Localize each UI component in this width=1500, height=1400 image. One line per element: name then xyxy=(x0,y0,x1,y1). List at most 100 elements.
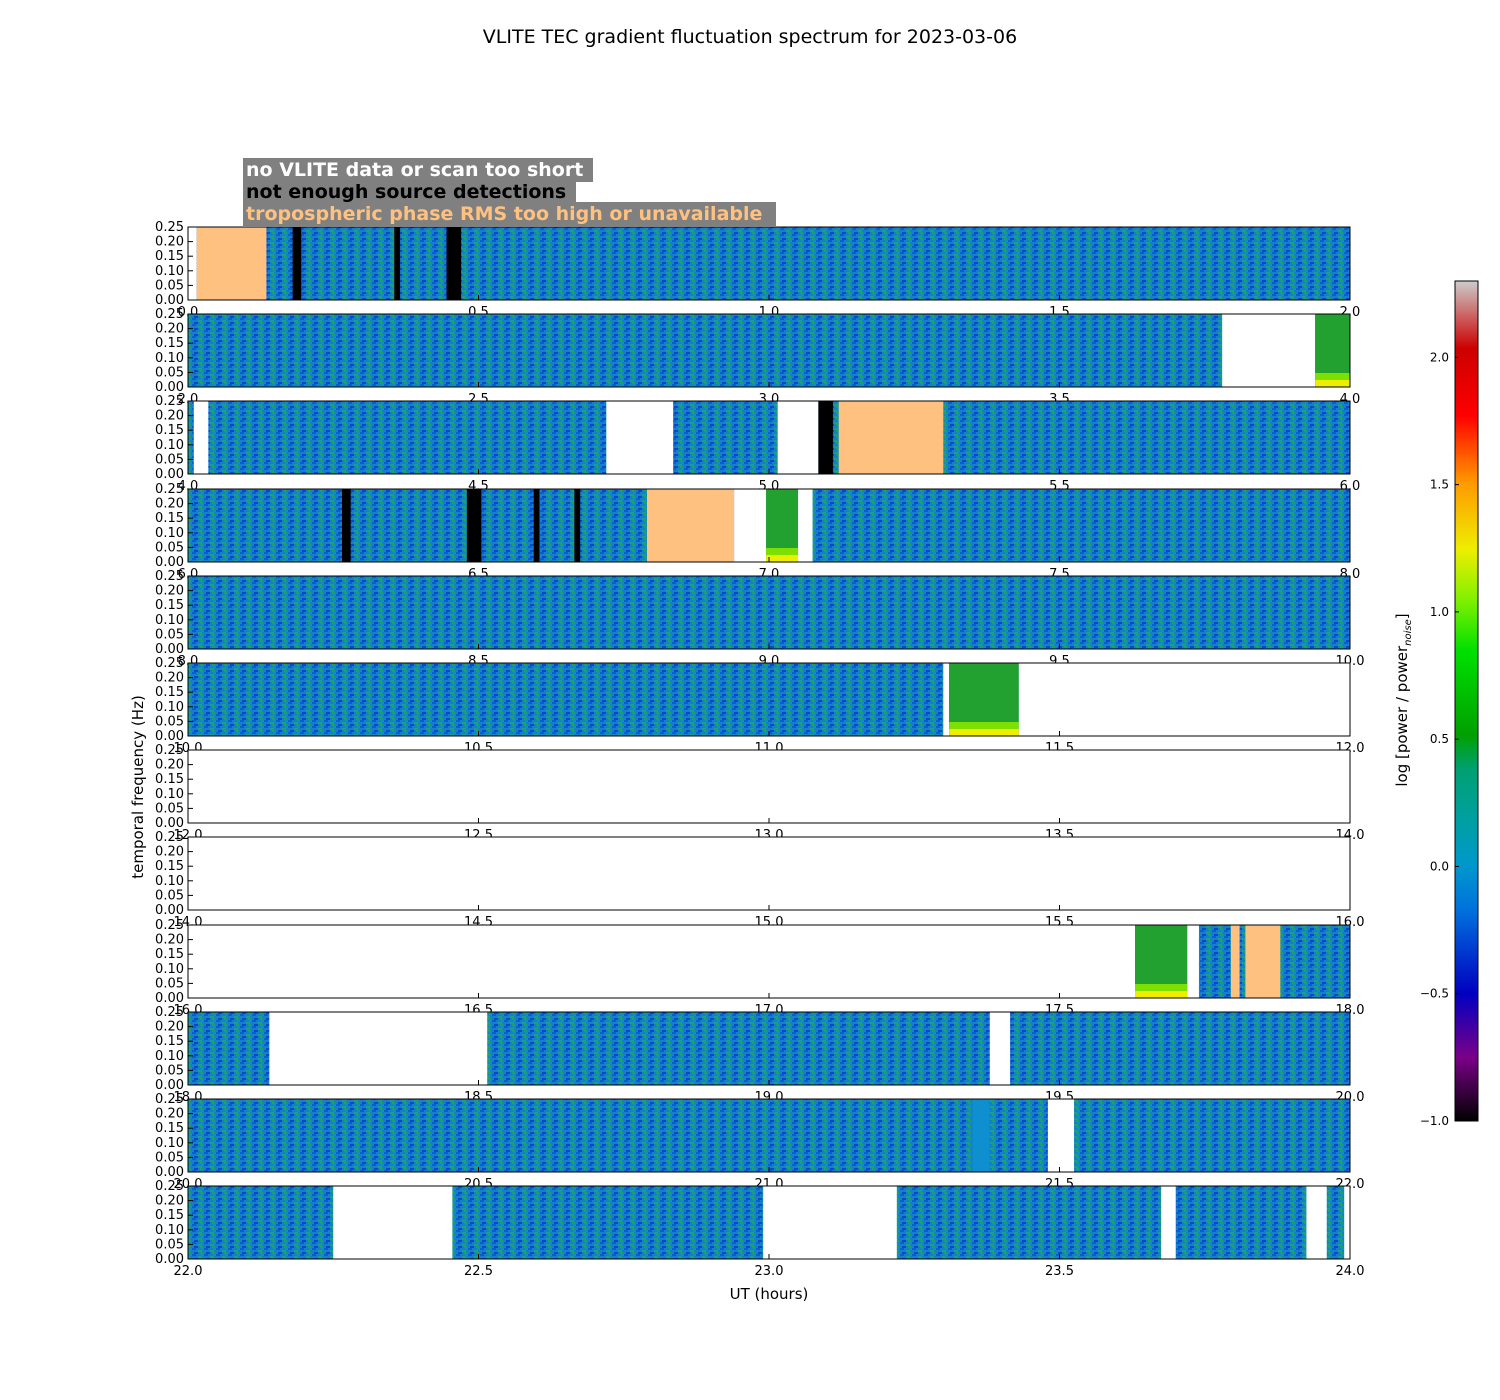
legend-text-tropo: tropospheric phase RMS too high or unava… xyxy=(246,203,762,225)
y-tick-label: 0.25 xyxy=(155,1092,184,1107)
colorbar-tick-label: −1.0 xyxy=(1420,1114,1449,1128)
segment-tropo xyxy=(1230,925,1240,998)
y-tick-label: 0.00 xyxy=(155,642,184,657)
y-tick-label: 0.10 xyxy=(155,1223,184,1238)
colorbar: −1.0 −0.5 0.0 0.5 1.0 1.5 2.0 log [power / pow… xyxy=(1393,280,1479,1128)
chart-title: VLITE TEC gradient fluctuation spectrum … xyxy=(483,26,1017,48)
segment-flat xyxy=(972,1099,990,1172)
y-tick-label: 0.05 xyxy=(155,976,184,991)
y-tick-label: 0.15 xyxy=(155,511,184,526)
segment-nodata xyxy=(798,489,813,562)
y-tick-label: 0.20 xyxy=(155,497,184,512)
y-tick-label: 0.15 xyxy=(155,336,184,351)
segment-nodata xyxy=(1222,314,1316,387)
x-tick-label: 22.5 xyxy=(464,1264,493,1279)
segment-nodata xyxy=(1344,1186,1350,1259)
y-tick-label: 0.25 xyxy=(155,830,184,845)
segment-nodata xyxy=(777,401,819,474)
colorbar-label-end: ] xyxy=(1393,613,1411,619)
y-axis-label: temporal frequency (Hz) xyxy=(129,695,147,879)
y-tick-label: 0.20 xyxy=(155,1107,184,1122)
y-tick-label: 0.15 xyxy=(155,1121,184,1136)
legend-text-nodata: no VLITE data or scan too short xyxy=(246,159,583,181)
y-tick-label: 0.25 xyxy=(155,394,184,409)
segment-nodata xyxy=(1047,1099,1075,1172)
y-tick-label: 0.15 xyxy=(155,423,184,438)
y-tick-label: 0.00 xyxy=(155,816,184,831)
y-tick-label: 0.10 xyxy=(155,1049,184,1064)
y-tick-label: 0.25 xyxy=(155,656,184,671)
y-tick-label: 0.15 xyxy=(155,859,184,874)
segment-nodet xyxy=(394,227,401,300)
y-tick-label: 0.15 xyxy=(155,772,184,787)
segment-nodet xyxy=(292,227,302,300)
segment-nodata xyxy=(193,401,209,474)
spectrum-background xyxy=(188,1099,1350,1172)
y-tick-label: 0.10 xyxy=(155,787,184,802)
y-tick-label: 0.20 xyxy=(155,584,184,599)
segment-nodata xyxy=(734,489,767,562)
legend-box-nodata xyxy=(243,158,593,182)
segment-nodata xyxy=(943,663,950,736)
y-tick-label: 0.10 xyxy=(155,438,184,453)
y-tick-label: 0.20 xyxy=(155,322,184,337)
colorbar-tick-label: 2.0 xyxy=(1430,350,1449,364)
colorbar-ticks: −1.0 −0.5 0.0 0.5 1.0 1.5 2.0 xyxy=(1420,350,1459,1128)
y-tick-label: 0.20 xyxy=(155,1194,184,1209)
y-tick-label: 0.05 xyxy=(155,540,184,555)
segment-nodet xyxy=(341,489,351,562)
y-tick-label: 0.15 xyxy=(155,1208,184,1223)
y-tick-label: 0.25 xyxy=(155,220,184,235)
segment-high-power xyxy=(1315,314,1350,387)
panel-row: 0.000.050.100.150.200.254.0 4.5 5.0 5.5 6.0 xyxy=(155,394,1360,494)
segment-nodata xyxy=(1161,1186,1176,1259)
y-tick-label: 0.00 xyxy=(155,293,184,308)
colorbar-gradient xyxy=(1454,280,1479,1122)
y-tick-label: 0.05 xyxy=(155,1150,184,1165)
x-axis-label: UT (hours) xyxy=(730,1285,809,1303)
spectrum-background xyxy=(188,227,1350,300)
legend-text-nodet: not enough source detections xyxy=(246,181,566,203)
segment-nodet xyxy=(818,401,833,474)
y-tick-label: 0.00 xyxy=(155,1252,184,1267)
panel-row: 0.000.050.100.150.200.250.0 0.5 1.0 1.5 2.0 xyxy=(155,220,1360,320)
colorbar-tick-label: 0.5 xyxy=(1430,732,1449,746)
legend: no VLITE data or scan too short not enou… xyxy=(243,158,776,226)
y-tick-label: 0.15 xyxy=(155,947,184,962)
segment-tropo xyxy=(196,227,267,300)
y-tick-label: 0.05 xyxy=(155,888,184,903)
y-tick-label: 0.05 xyxy=(155,1063,184,1078)
spectrum-background xyxy=(188,576,1350,649)
colorbar-tick-label: 0.0 xyxy=(1430,859,1449,873)
segment-tropo xyxy=(838,401,944,474)
segment-nodet xyxy=(446,227,462,300)
segment-nodata xyxy=(188,837,1350,910)
y-tick-label: 0.25 xyxy=(155,482,184,497)
y-tick-label: 0.00 xyxy=(155,380,184,395)
y-tick-label: 0.25 xyxy=(155,918,184,933)
legend-box-nodet xyxy=(243,180,576,204)
y-tick-label: 0.10 xyxy=(155,874,184,889)
segment-high-power xyxy=(949,663,1019,736)
segment-nodata xyxy=(188,750,1350,823)
segment-tropo xyxy=(1245,925,1281,998)
x-tick-label: 23.5 xyxy=(1045,1264,1074,1279)
y-tick-label: 0.05 xyxy=(155,365,184,380)
segment-tropo xyxy=(646,489,735,562)
segment-nodata xyxy=(1187,925,1199,998)
segment-high-power xyxy=(1135,925,1188,998)
colorbar-tick-label: 1.5 xyxy=(1430,478,1449,492)
y-tick-label: 0.05 xyxy=(155,278,184,293)
y-tick-label: 0.25 xyxy=(155,307,184,322)
y-tick-label: 0.20 xyxy=(155,1020,184,1035)
y-tick-label: 0.25 xyxy=(155,569,184,584)
segment-nodata xyxy=(606,401,674,474)
segment-nodata xyxy=(1018,663,1350,736)
y-tick-label: 0.20 xyxy=(155,758,184,773)
y-tick-label: 0.20 xyxy=(155,235,184,250)
y-tick-label: 0.00 xyxy=(155,991,184,1006)
colorbar-tick-label: −0.5 xyxy=(1420,987,1449,1001)
